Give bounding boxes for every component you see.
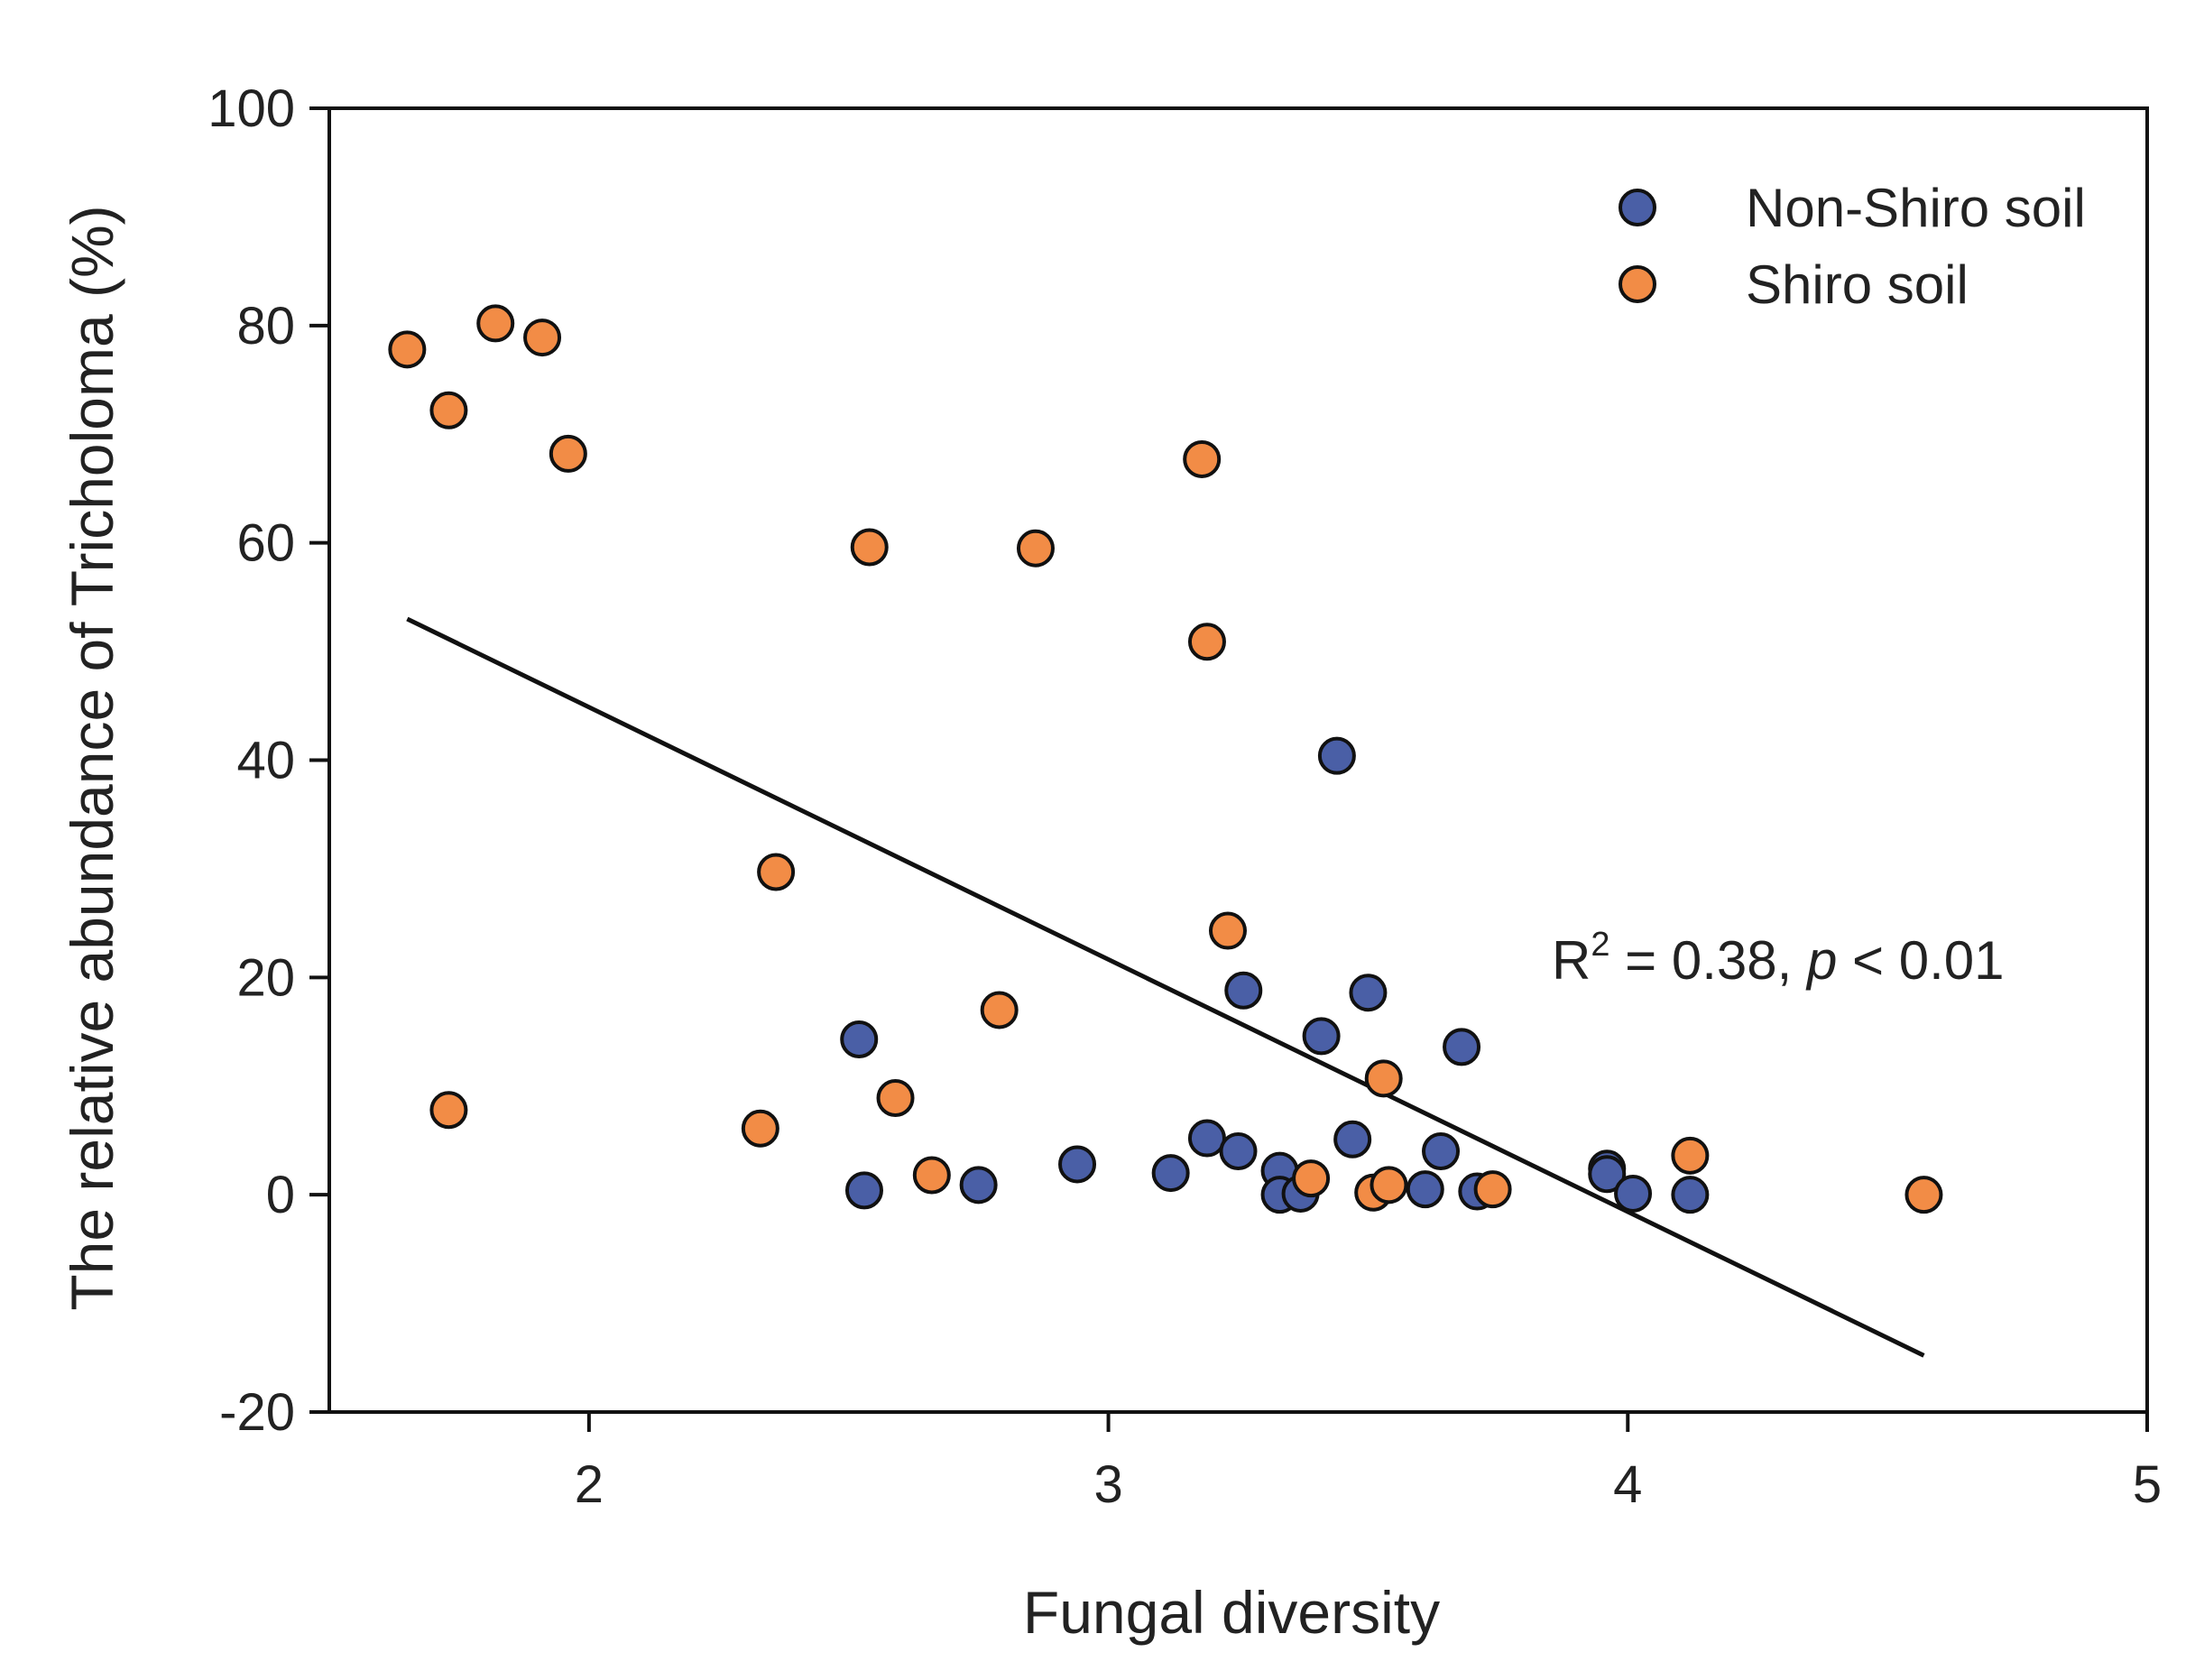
point-shiro [1292,1159,1331,1198]
y-axis-title: The relative abundance of Tricholoma (%) [59,205,125,1310]
x-tick-label: 5 [2133,1455,2162,1514]
point-non-shiro [1422,1132,1461,1170]
point-shiro [1671,1136,1710,1175]
point-shiro [1208,911,1247,950]
point-non-shiro [1406,1170,1444,1209]
y-tick-label: 80 [236,297,295,355]
point-non-shiro [1349,974,1388,1012]
point-non-shiro [959,1166,998,1205]
y-tick-label: 20 [236,948,295,1007]
point-shiro [388,330,427,369]
point-shiro [876,1078,915,1117]
point-shiro [1370,1166,1408,1205]
regression-annotation: R2 = 0.38, p < 0.01 [1552,926,2005,991]
point-shiro [549,434,587,473]
point-non-shiro [1224,971,1263,1010]
x-tick-label: 4 [1613,1455,1642,1514]
point-non-shiro [1614,1174,1653,1213]
legend-marker-shiro [1619,265,1656,303]
legend-marker-non-shiro [1619,189,1656,226]
point-shiro [1364,1059,1403,1098]
x-axis-title: Fungal diversity [1023,1579,1440,1646]
point-shiro [1183,439,1222,478]
point-non-shiro [840,1020,879,1058]
point-non-shiro [1187,1119,1226,1158]
point-non-shiro [1333,1120,1372,1158]
point-shiro [476,304,515,343]
point-shiro [1187,623,1226,661]
point-shiro [757,853,796,891]
y-tick-label: 40 [236,732,295,790]
y-tick-label: -20 [219,1383,295,1442]
point-non-shiro [844,1171,883,1210]
y-tick-label: 0 [266,1166,295,1224]
point-shiro [1904,1176,1943,1214]
y-tick-label: 60 [236,514,295,573]
point-shiro [523,318,562,357]
x-tick-label: 2 [575,1455,604,1514]
point-non-shiro [1219,1132,1258,1170]
legend-label-non-shiro: Non-Shiro soil [1746,178,2086,238]
point-shiro [980,991,1019,1029]
point-shiro [1473,1170,1512,1209]
point-non-shiro [1588,1155,1627,1194]
point-non-shiro [1302,1017,1341,1056]
plot-area [388,304,1943,1358]
x-tick-label: 3 [1093,1455,1122,1514]
point-non-shiro [1443,1028,1481,1066]
point-shiro [429,391,468,429]
legend-label-shiro: Shiro soil [1746,254,1969,315]
point-non-shiro [1058,1145,1097,1184]
point-non-shiro [1317,736,1356,775]
point-non-shiro [1671,1176,1710,1214]
point-shiro [1016,529,1055,568]
point-shiro [850,528,889,567]
y-tick-label: 100 [208,79,295,138]
axes: -20 0 20 40 60 80 100 2 3 4 5 [208,79,2162,1514]
point-non-shiro [1151,1154,1190,1193]
point-shiro [741,1109,779,1148]
regression-line [406,616,1925,1358]
point-shiro [912,1156,951,1195]
legend: Non-Shiro soil Shiro soil [1619,178,2086,315]
point-shiro [429,1091,468,1130]
